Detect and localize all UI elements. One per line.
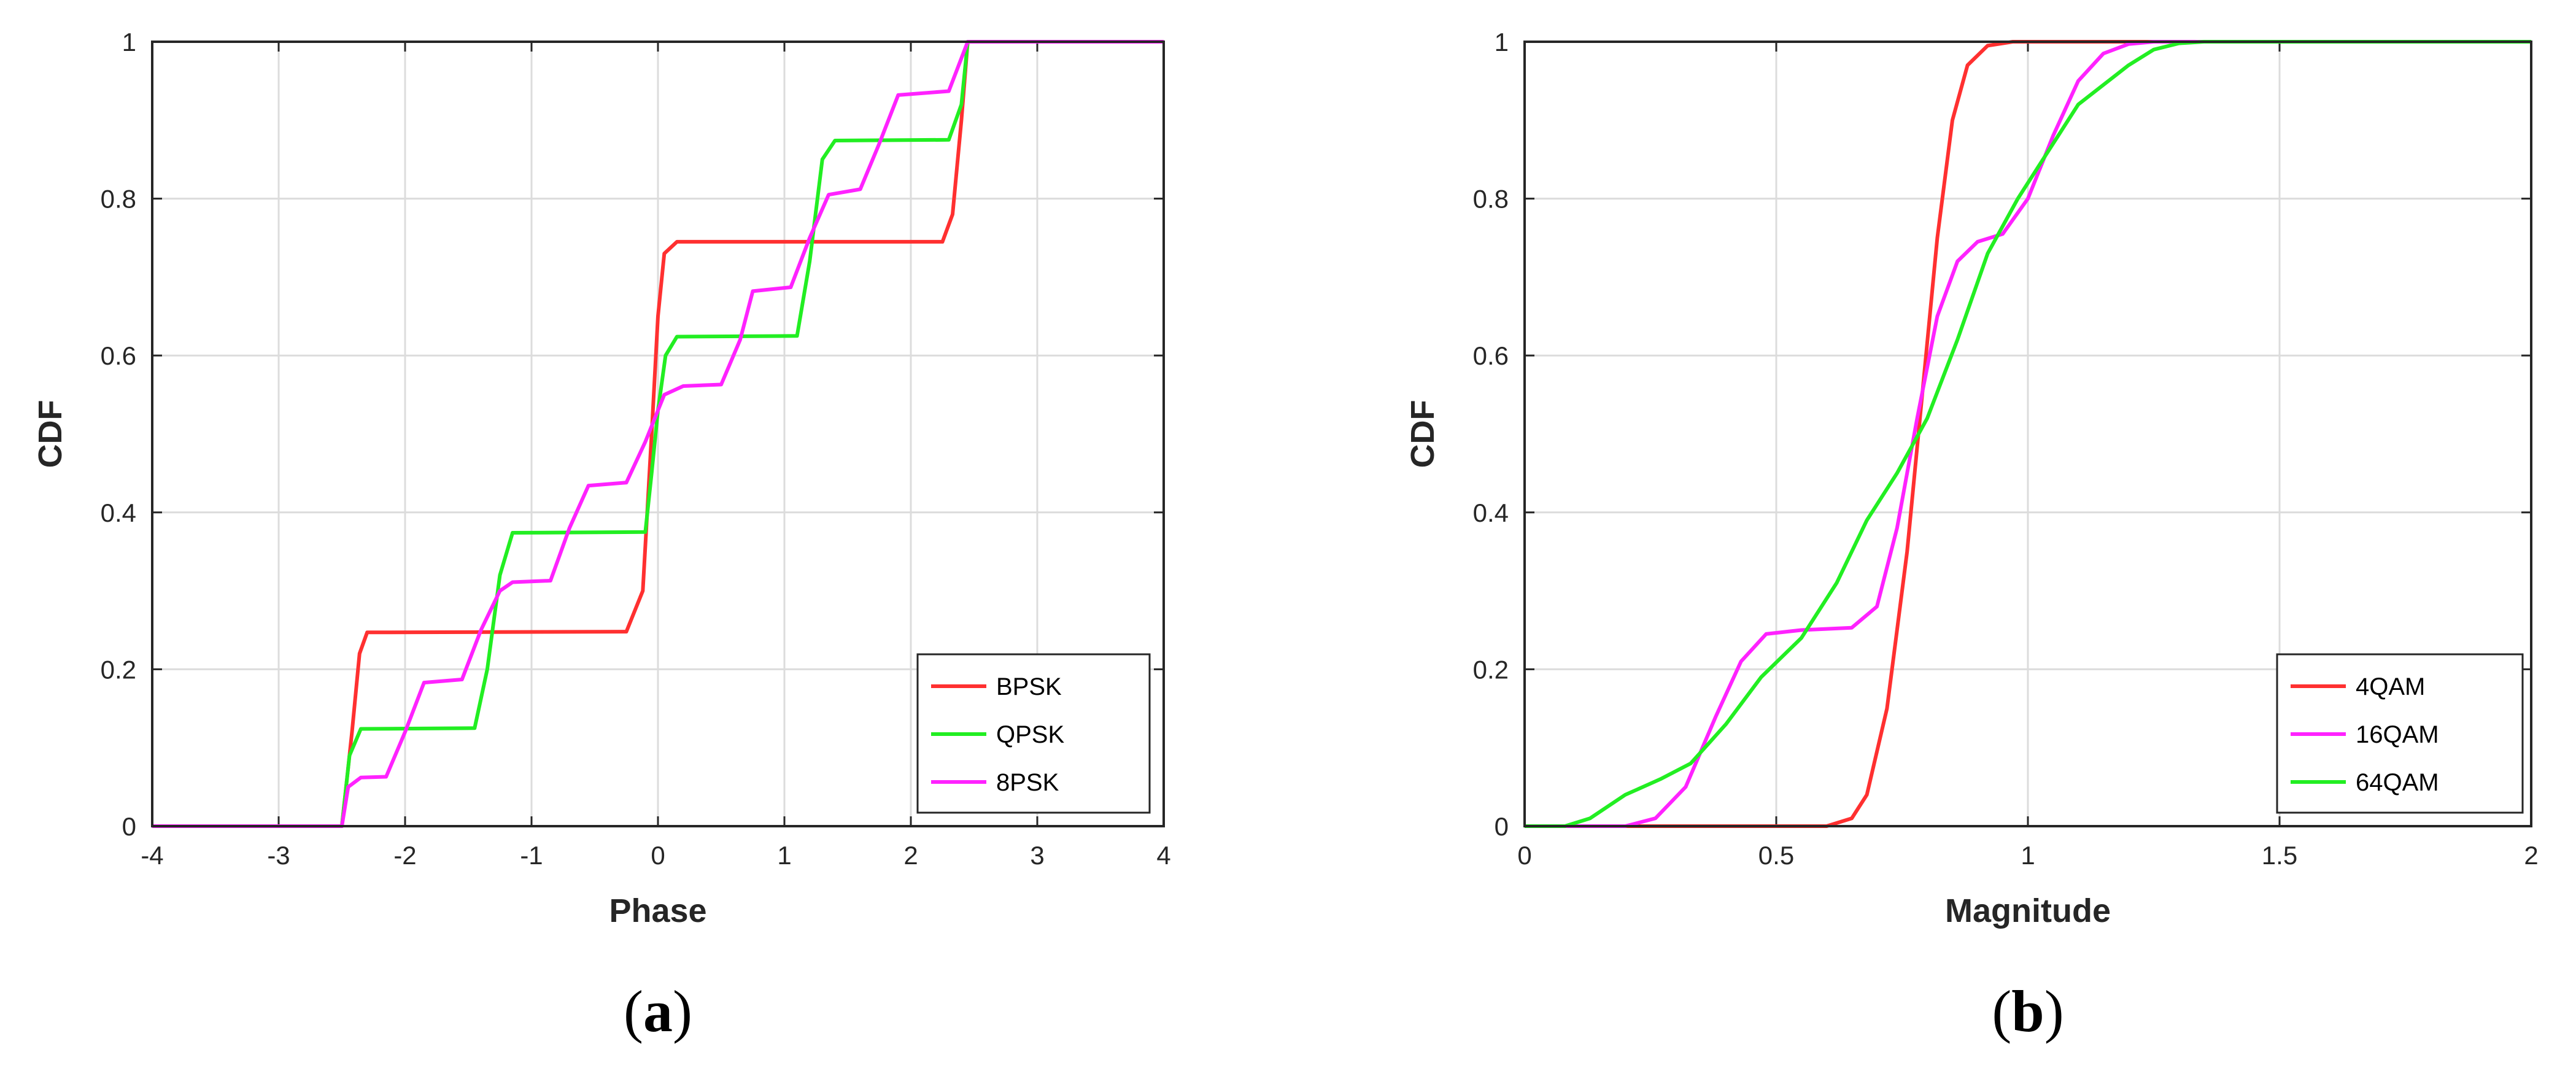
- y-tick-label: 0.8: [101, 185, 136, 214]
- x-tick-label: 3: [1030, 841, 1044, 870]
- y-tick-label: 1: [1495, 28, 1509, 56]
- x-tick-label: 1: [2021, 841, 2035, 870]
- legend-label-64qam: 64QAM: [2356, 769, 2439, 796]
- y-tick-label: 0.6: [101, 341, 136, 370]
- y-tick-label: 0.2: [1473, 655, 1509, 684]
- y-tick-label: 0.4: [1473, 498, 1509, 527]
- legend-label-qpsk: QPSK: [996, 721, 1064, 748]
- caption-paren-open: (: [624, 978, 643, 1044]
- legend-label-bpsk: BPSK: [996, 673, 1062, 700]
- axes-box: [151, 41, 1165, 827]
- x-tick-label: 4: [1156, 841, 1170, 870]
- x-tick-label: 2: [903, 841, 918, 870]
- caption-paren-close: ): [673, 978, 692, 1044]
- y-tick-label: 0.4: [101, 498, 136, 527]
- caption-letter: a: [643, 978, 673, 1044]
- legend-label-8psk: 8PSK: [996, 769, 1059, 796]
- x-tick-label: 0.5: [1758, 841, 1794, 870]
- y-axis-label: CDF: [32, 400, 69, 468]
- legend: BPSK QPSK 8PSK: [916, 653, 1151, 814]
- panel-b: 0 0.5 1 1.5 2 0 0.2 0.4 0.6 0.8 1 Magnitude CDF 4QAM 1…: [1404, 28, 2539, 1044]
- series-line-16qam: [1525, 40, 2531, 828]
- y-tick-label: 0.8: [1473, 185, 1509, 214]
- x-tick-label: -2: [393, 841, 416, 870]
- x-tick-label: 1: [777, 841, 791, 870]
- series-line-64qam: [1525, 40, 2531, 828]
- series-line-bpsk: [152, 40, 1164, 828]
- x-tick-label: -3: [267, 841, 290, 870]
- x-tick-label: 0: [651, 841, 665, 870]
- axes-box: [1523, 41, 2532, 827]
- legend-label-4qam: 4QAM: [2356, 673, 2425, 700]
- x-tick-label: 1.5: [2262, 841, 2297, 870]
- x-tick-label: -4: [141, 841, 163, 870]
- panel-a: -4 -3 -2 -1 0 1 2 3 4 0 0.2 0.4 0.6 0.8 1 Phase CDF BPSK Q…: [32, 28, 1171, 1044]
- caption-letter: b: [2011, 978, 2044, 1044]
- y-tick-label: 0.2: [101, 655, 136, 684]
- x-axis-label: Magnitude: [1945, 892, 2111, 929]
- panel-caption: (a): [624, 978, 692, 1044]
- caption-paren-close: ): [2044, 978, 2064, 1044]
- y-tick-label: 0.6: [1473, 341, 1509, 370]
- legend: 4QAM 16QAM 64QAM: [2276, 653, 2524, 814]
- y-axis-label: CDF: [1404, 400, 1441, 468]
- x-tick-label: 0: [1517, 841, 1531, 870]
- y-tick-label: 0: [1495, 812, 1509, 841]
- x-tick-label: -1: [520, 841, 543, 870]
- caption-paren-open: (: [1992, 978, 2011, 1044]
- x-tick-label: 2: [2524, 841, 2538, 870]
- panel-caption: (b): [1992, 978, 2064, 1044]
- series-line-8psk: [152, 40, 1164, 828]
- y-tick-label: 0: [122, 812, 136, 841]
- legend-label-16qam: 16QAM: [2356, 721, 2439, 748]
- y-tick-label: 1: [122, 28, 136, 56]
- x-axis-label: Phase: [609, 892, 706, 929]
